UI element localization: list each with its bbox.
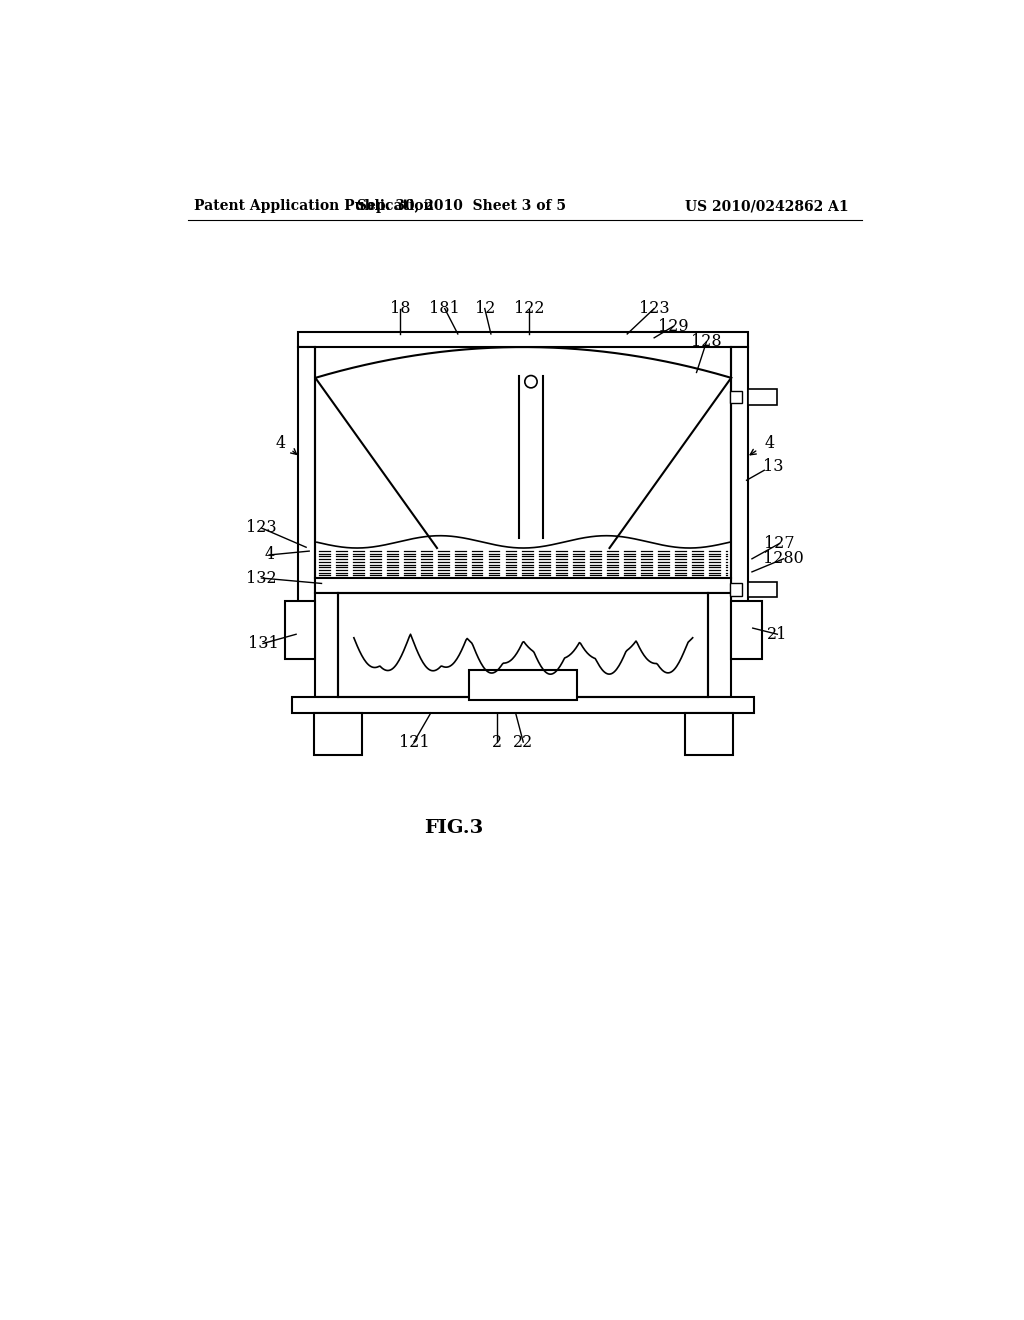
Text: 12: 12 [474,300,495,317]
Text: 129: 129 [658,318,689,335]
Bar [708,594,731,697]
Text: 21: 21 [767,626,787,643]
Bar [298,331,749,347]
Bar [469,671,578,700]
Text: 22: 22 [513,734,534,751]
Bar [730,583,742,595]
Bar [285,601,315,659]
Bar [313,713,361,755]
Text: 181: 181 [429,300,460,317]
Bar [731,601,762,659]
Bar [292,697,755,713]
Text: 4: 4 [275,434,286,451]
Text: 18: 18 [390,300,411,317]
Bar [749,582,777,598]
Bar [749,389,777,405]
Text: 4: 4 [765,434,775,451]
Bar [298,347,315,636]
Bar [315,594,339,697]
Text: 131: 131 [248,635,279,652]
Bar [298,347,315,636]
Bar [731,347,749,636]
Text: Sep. 30, 2010  Sheet 3 of 5: Sep. 30, 2010 Sheet 3 of 5 [357,199,566,213]
Bar [315,578,731,594]
Text: 128: 128 [691,333,722,350]
Bar [731,347,749,636]
Text: FIG.3: FIG.3 [424,820,483,837]
Bar [731,601,762,659]
Bar [315,578,731,594]
Text: 1280: 1280 [763,550,804,568]
Text: 132: 132 [246,569,276,586]
Bar [292,697,755,713]
Text: 123: 123 [246,520,276,536]
Bar [708,594,731,697]
Text: 122: 122 [514,300,545,317]
Text: 2: 2 [492,734,502,751]
Bar [685,713,733,755]
Text: Patent Application Publication: Patent Application Publication [194,199,433,213]
Text: 121: 121 [398,734,429,751]
Bar [315,594,339,697]
Bar [298,331,749,347]
Text: 127: 127 [764,535,795,552]
Text: 4: 4 [264,546,274,564]
Text: 123: 123 [639,300,670,317]
Bar [730,391,742,404]
Text: US 2010/0242862 A1: US 2010/0242862 A1 [685,199,849,213]
Bar [285,601,315,659]
Text: 13: 13 [763,458,783,475]
